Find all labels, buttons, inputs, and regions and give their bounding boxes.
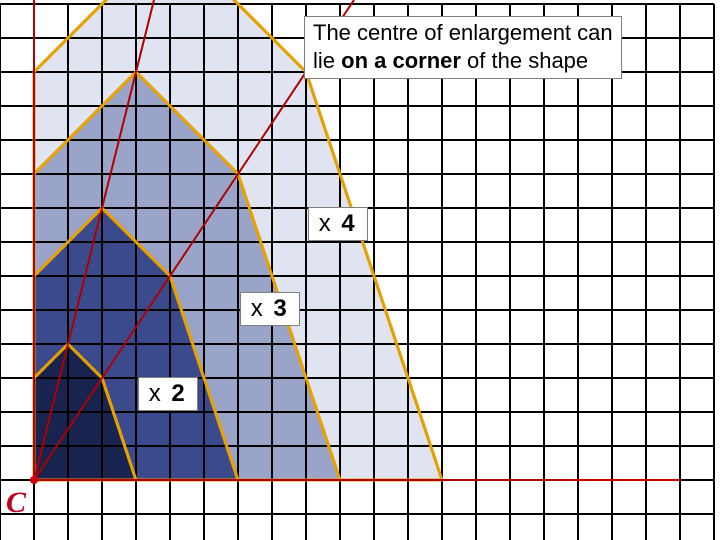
scale-tag-number: 2 [171, 380, 186, 407]
centre-label: C [6, 486, 26, 520]
scale-tag-x4: x 4 [308, 207, 368, 241]
caption-line-1: The centre of enlargement can [313, 19, 613, 47]
scale-tag-number: 4 [341, 210, 356, 237]
caption-line-2-pre: lie [313, 48, 341, 73]
diagram-stage: The centre of enlargement can lie on a c… [0, 0, 720, 540]
scale-tag-x3: x 3 [240, 292, 300, 326]
scale-tag-x-glyph: x [319, 210, 342, 237]
caption-box: The centre of enlargement can lie on a c… [304, 16, 622, 79]
scale-tag-number: 3 [273, 295, 288, 322]
caption-line-2-post: of the shape [461, 48, 588, 73]
centre-dot [30, 476, 38, 484]
scale-tag-x-glyph: x [251, 295, 274, 322]
caption-line-2-bold: on a corner [341, 48, 461, 73]
diagram-svg [0, 0, 720, 540]
scale-tag-x2: x 2 [138, 377, 198, 411]
scale-tag-x-glyph: x [149, 380, 172, 407]
caption-line-2: lie on a corner of the shape [313, 47, 613, 75]
